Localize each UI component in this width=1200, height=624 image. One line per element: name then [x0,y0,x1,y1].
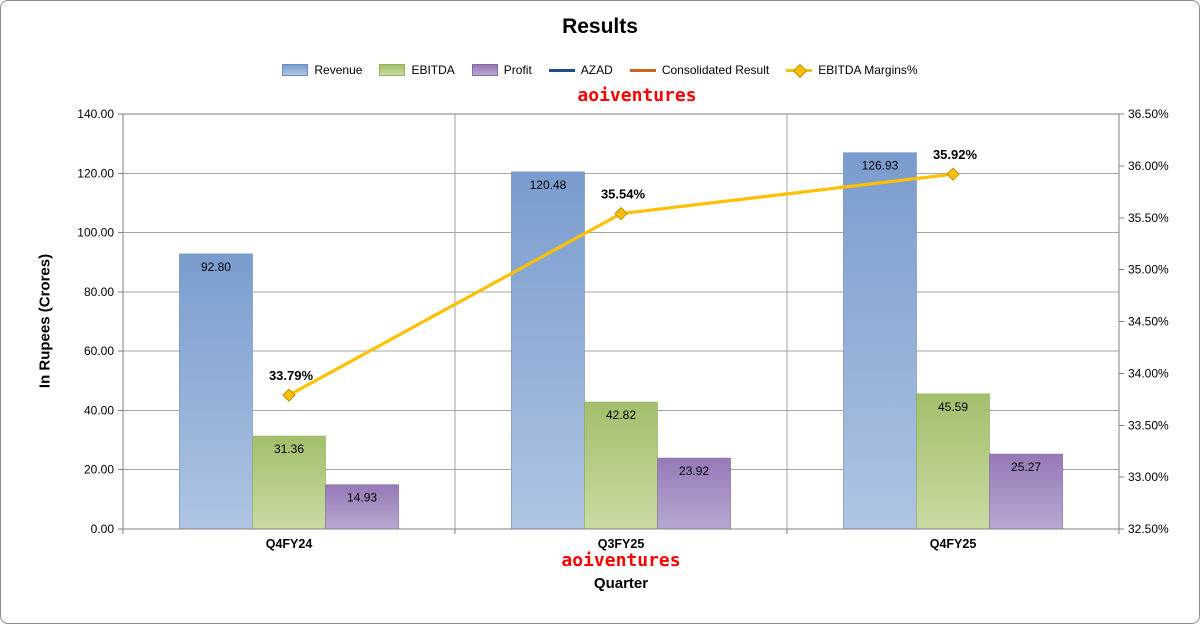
legend-label-profit: Profit [503,63,532,77]
legend-label-ebitda-margins: EBITDA Margins% [818,63,918,77]
legend-item-revenue: Revenue [282,63,362,77]
bar-label: 25.27 [1011,460,1041,474]
x-axis-title: Quarter [593,575,649,592]
bar-revenue-q3fy25 [511,171,585,530]
line-label: 35.92% [933,147,978,162]
bar-ebitda-q3fy25 [584,401,658,530]
category-label-q4fy24: Q4FY24 [266,537,313,551]
watermark-bottom: aoiventures [561,550,681,571]
legend-item-profit: Profit [471,63,532,77]
category-label-q3fy25: Q3FY25 [598,537,645,551]
watermark-top: aoiventures [577,85,697,106]
legend-label-ebitda: EBITDA [411,63,455,77]
legend: Revenue EBITDA Profit AZAD Consolidated Resu… [1,63,1199,78]
left-tick-label: 40.00 [84,403,114,417]
right-tick-label: 35.50% [1128,211,1169,225]
bar-profit-q4fy25 [989,453,1063,530]
left-tick-label: 140.00 [77,107,114,121]
bar-profit-q3fy25 [657,457,731,530]
left-tick-label: 0.00 [91,522,115,536]
right-tick-label: 33.00% [1128,470,1169,484]
bar-revenue-q4fy25 [843,152,917,530]
marker-ebitda-margins-q4fy25 [946,167,960,181]
marker-ebitda-margins-q3fy25 [614,206,628,221]
chart-title: Results [562,15,638,38]
line-label: 35.54% [601,187,646,202]
legend-label-consolidated-result: Consolidated Result [661,63,770,77]
legend-swatch-ebitda-margins-icon [786,63,813,78]
bar-label: 14.93 [347,491,377,505]
bar-label: 42.82 [606,408,636,422]
left-tick-label: 120.00 [77,166,114,180]
right-tick-label: 34.50% [1128,315,1169,329]
right-tick-label: 33.50% [1128,418,1169,432]
legend-item-ebitda: EBITDA [379,63,455,77]
bar-label: 92.80 [201,260,231,274]
legend-item-consolidated-result: Consolidated Result [629,63,770,77]
bar-label: 120.48 [530,178,567,192]
legend-swatch-consolidated-result-icon [629,66,656,75]
bar-ebitda-q4fy24 [252,435,326,530]
right-tick-label: 34.00% [1128,366,1169,380]
legend-line-segment [629,68,656,72]
legend-item-ebitda-margins: EBITDA Margins% [786,63,918,78]
bar-ebitda-q4fy25 [916,393,990,530]
legend-label-revenue: Revenue [314,63,363,77]
left-tick-label: 20.00 [84,463,114,477]
plot-border [122,113,1120,530]
right-tick-label: 36.00% [1128,159,1169,173]
legend-swatch-revenue-icon [282,64,309,76]
legend-item-azad: AZAD [548,63,613,77]
legend-diamond-marker-icon [793,63,808,78]
legend-swatch-azad-icon [548,66,575,75]
legend-label-azad: AZAD [580,63,613,77]
bar-label: 45.59 [938,400,968,414]
bar-label: 126.93 [862,159,899,173]
right-tick-label: 32.50% [1128,522,1169,536]
legend-line-segment [548,68,575,72]
left-tick-label: 80.00 [84,285,114,299]
marker-ebitda-margins-q4fy24 [282,388,296,402]
right-tick-label: 35.00% [1128,263,1169,277]
legend-swatch-ebitda-icon [379,64,406,76]
right-tick-label: 36.50% [1128,107,1169,121]
left-tick-label: 100.00 [77,226,114,240]
left-tick-label: 60.00 [84,344,114,358]
bar-label: 23.92 [679,464,709,478]
y-axis-title: In Rupees (Crores) [36,253,54,389]
line-label: 33.79% [269,368,314,383]
legend-swatch-profit-icon [471,64,498,76]
category-label-q4fy25: Q4FY25 [930,537,977,551]
bar-revenue-q4fy24 [179,253,253,530]
bar-label: 31.36 [274,442,304,456]
